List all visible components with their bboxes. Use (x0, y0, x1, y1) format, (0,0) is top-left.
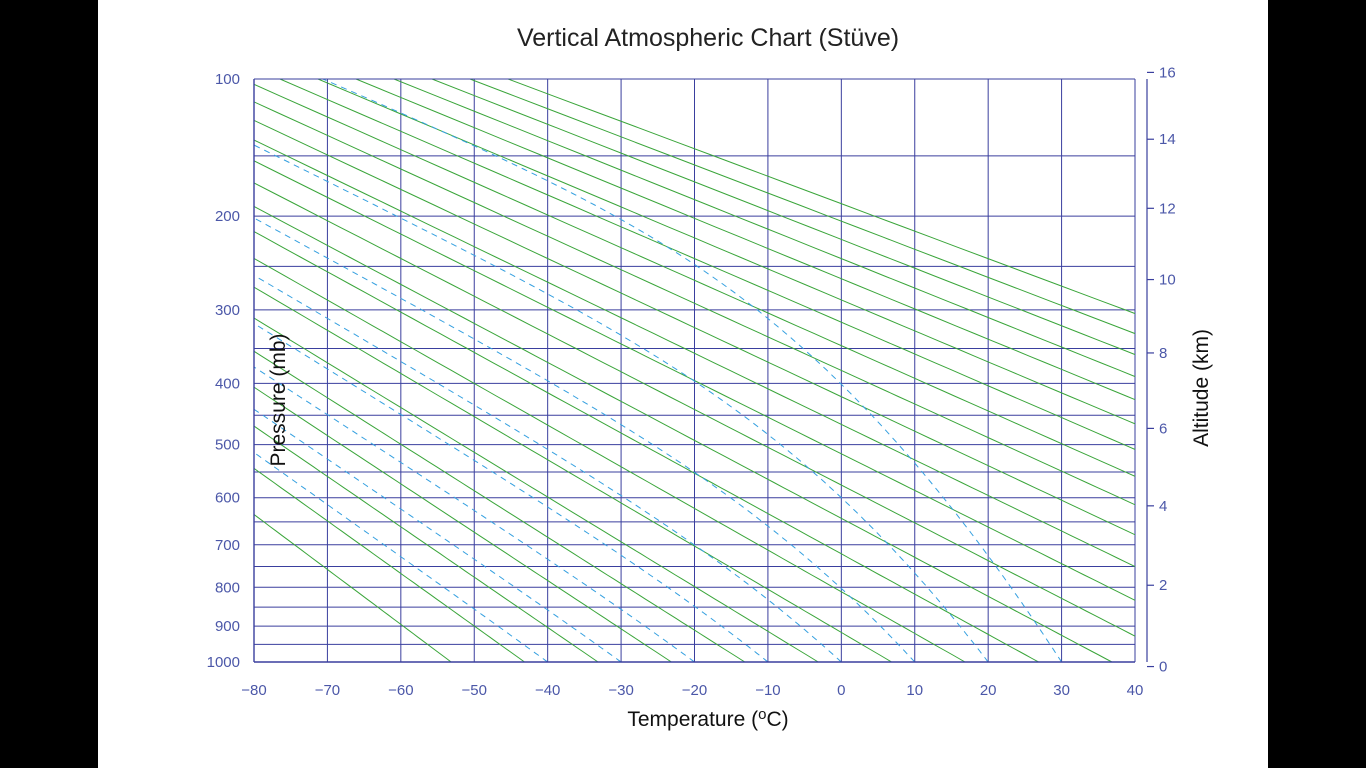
y-axis-title: Pressure (mb) (267, 333, 290, 466)
dry-adiabat-line (254, 257, 966, 662)
dry-adiabat-line (279, 79, 1135, 450)
x-axis-title-unit: C) (766, 708, 788, 731)
y2-tick-label: 12 (1159, 200, 1176, 217)
moist-adiabat-line (254, 144, 989, 662)
dry-adiabat-line (254, 425, 599, 662)
y-tick-label: 200 (215, 208, 240, 225)
x-tick-label: −10 (755, 682, 780, 699)
moist-adiabat-line (254, 322, 769, 662)
dry-adiabat-line (254, 317, 819, 662)
y2-tick-label: 0 (1159, 659, 1167, 676)
dry-adiabat-line (254, 160, 1135, 601)
dry-adiabat-line (254, 83, 1135, 477)
grid-layer (253, 79, 1136, 663)
moist-adiabat-line (254, 451, 548, 662)
y2-tick-label: 4 (1159, 498, 1167, 515)
stuve-chart: Vertical Atmospheric Chart (Stüve) −80 −7… (207, 24, 1213, 731)
slide: Vertical Atmospheric Chart (Stüve) −80 −7… (98, 0, 1268, 768)
dry-adiabat-line (254, 467, 525, 662)
dry-adiabat-line (254, 350, 746, 662)
dry-adiabat-line (254, 513, 452, 662)
x-tick-label: 10 (906, 682, 923, 699)
tick-labels: −80 −70 −60 −50 −40 −30 −20 −10 0 10 20 30 401002003… (207, 64, 1176, 699)
x-tick-label: 20 (980, 682, 997, 699)
x-tick-label: −40 (535, 682, 560, 699)
x-tick-label: −70 (315, 682, 340, 699)
moist-adiabat-line (254, 274, 842, 662)
dry-adiabat-line (254, 182, 1135, 637)
x-tick-label: −50 (462, 682, 487, 699)
y-tick-label: 100 (215, 71, 240, 88)
dry-adiabats (254, 79, 1135, 662)
y2-tick-label: 6 (1159, 420, 1167, 437)
y-tick-label: 700 (215, 537, 240, 554)
dry-adiabat-line (431, 79, 1135, 356)
y2-tick-label: 14 (1159, 131, 1176, 148)
y-tick-label: 300 (215, 302, 240, 319)
y-tick-label: 900 (215, 618, 240, 635)
dry-adiabat-line (254, 205, 1113, 662)
moist-adiabat-line (254, 217, 916, 662)
moist-adiabat-line (322, 79, 1063, 662)
x-axis-title: Temperature (oC) (627, 706, 788, 731)
y2-tick-label: 8 (1159, 345, 1167, 362)
x-tick-label: −20 (682, 682, 707, 699)
x-axis-title-degree: o (758, 706, 766, 723)
dry-adiabat-line (254, 386, 672, 662)
moist-adiabats (254, 79, 1063, 662)
dry-adiabat-line (254, 286, 892, 662)
x-tick-label: −80 (241, 682, 266, 699)
dry-adiabat-line (317, 79, 1135, 425)
x-tick-label: 40 (1127, 682, 1144, 699)
dry-adiabat-line (254, 119, 1135, 536)
y-tick-label: 800 (215, 579, 240, 596)
x-axis-title-main: Temperature ( (627, 708, 758, 731)
moist-adiabat-line (254, 408, 622, 662)
dry-adiabat-line (355, 79, 1135, 401)
y-tick-label: 600 (215, 490, 240, 507)
dry-adiabat-line (507, 79, 1135, 315)
y2-tick-label: 2 (1159, 577, 1167, 594)
y2-tick-label: 10 (1159, 272, 1176, 289)
x-tick-label: −60 (388, 682, 413, 699)
dry-adiabat-line (393, 79, 1135, 378)
y2-axis-title: Altitude (km) (1190, 329, 1213, 447)
dry-adiabat-line (254, 101, 1135, 506)
x-tick-label: 0 (837, 682, 845, 699)
x-tick-label: −30 (608, 682, 633, 699)
y-tick-label: 400 (215, 375, 240, 392)
axes (253, 71, 1154, 668)
y-tick-label: 1000 (207, 654, 240, 671)
chart-title: Vertical Atmospheric Chart (Stüve) (517, 24, 899, 52)
y2-tick-label: 16 (1159, 64, 1176, 81)
dry-adiabat-line (254, 230, 1039, 662)
dry-adiabat-line (469, 79, 1135, 335)
y-tick-label: 500 (215, 437, 240, 454)
dry-adiabat-line (254, 139, 1135, 568)
x-tick-label: 30 (1053, 682, 1070, 699)
